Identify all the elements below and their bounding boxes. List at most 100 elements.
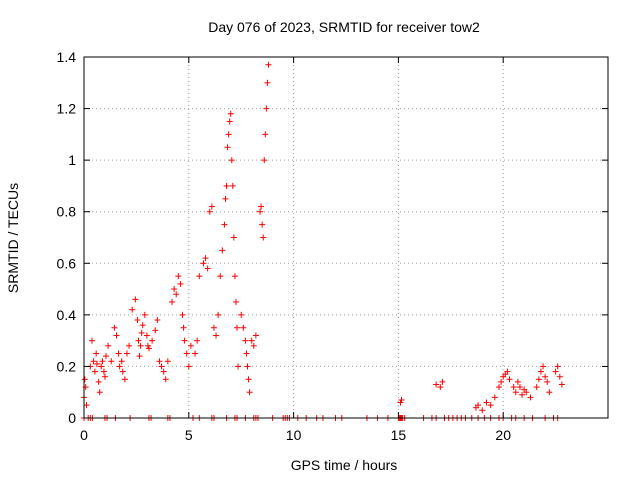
data-point [439,378,446,385]
data-point [206,208,213,215]
data-point [185,363,192,370]
data-point [105,342,112,349]
data-point [230,234,237,241]
data-point [144,342,151,349]
y-tick-label: 0 [68,410,76,426]
data-point [217,273,224,280]
plot-frame [83,56,609,419]
data-point [83,402,90,409]
data-point [537,368,544,375]
data-point [264,79,271,86]
data-point [219,247,226,254]
y-tick-label: 0.2 [57,358,77,374]
data-point [101,373,108,380]
data-point [510,384,517,391]
data-point [242,337,249,344]
data-point [546,389,553,396]
data-point [221,221,228,228]
data-point [164,358,171,365]
data-point [202,255,209,262]
data-point [149,337,156,344]
data-point [208,203,215,210]
data-point [179,311,186,318]
data-point [265,61,272,68]
data-point [162,376,169,383]
data-point [235,363,242,370]
x-axis-label: GPS time / hours [291,457,398,473]
data-point [523,389,530,396]
data-point [213,332,220,339]
data-point [544,378,551,385]
data-point [506,376,513,383]
data-point [240,324,247,331]
data-point [533,384,540,391]
x-tick-label: 0 [80,427,88,443]
data-point [540,363,547,370]
data-point [126,342,133,349]
data-point [259,221,266,228]
data-point [479,407,486,414]
data-point [196,273,203,280]
data-point [252,332,259,339]
data-point [437,384,444,391]
data-point [90,358,97,365]
data-point [512,389,519,396]
data-point [257,208,264,215]
data-point [135,337,142,344]
data-point [245,376,252,383]
data-point [136,353,143,360]
data-point [154,317,161,324]
data-point [152,327,159,334]
data-point [116,363,123,370]
data-point [91,368,98,375]
data-point [238,311,245,318]
data-point [558,381,565,388]
y-axis-label: SRMTID / TECUs [5,183,21,293]
data-point [433,381,440,388]
data-point [250,342,257,349]
data-point [108,358,115,365]
data-point [169,298,176,305]
data-point [516,384,523,391]
x-tick-label: 15 [391,427,407,443]
data-point [95,378,102,385]
data-point [99,358,106,365]
data-point [398,396,405,403]
y-tick-label: 1 [68,152,76,168]
y-tick-label: 1.4 [57,49,77,65]
data-point [204,265,211,272]
data-point [397,399,404,406]
data-point [527,394,534,401]
data-point [187,342,194,349]
data-point [475,402,482,409]
data-point [192,350,199,357]
chart-title: Day 076 of 2023, SRMTID for receiver tow… [208,19,480,35]
data-point [81,376,88,383]
data-point [234,324,241,331]
data-point [177,280,184,287]
data-point [200,260,207,267]
data-point [139,322,146,329]
data-point [175,273,182,280]
data-point [121,376,128,383]
data-point [487,402,494,409]
data-point [100,368,107,375]
data-point [228,157,235,164]
data-point [93,350,100,357]
data-point [194,337,201,344]
data-point [210,324,217,331]
y-tick-label: 0.4 [57,307,77,323]
data-point [183,350,190,357]
y-axis-ticks: 0 0.2 0.4 0.6 0.8 1 1.2 1.4 [57,49,608,426]
data-point [103,353,110,360]
grid [84,57,608,418]
data-point [118,358,125,365]
data-point [173,291,180,298]
data-point [113,332,120,339]
data-point [129,306,136,313]
data-point [491,394,498,401]
data-point [145,345,152,352]
y-tick-label: 0.8 [57,204,77,220]
data-point [160,368,167,375]
data-point [88,337,95,344]
